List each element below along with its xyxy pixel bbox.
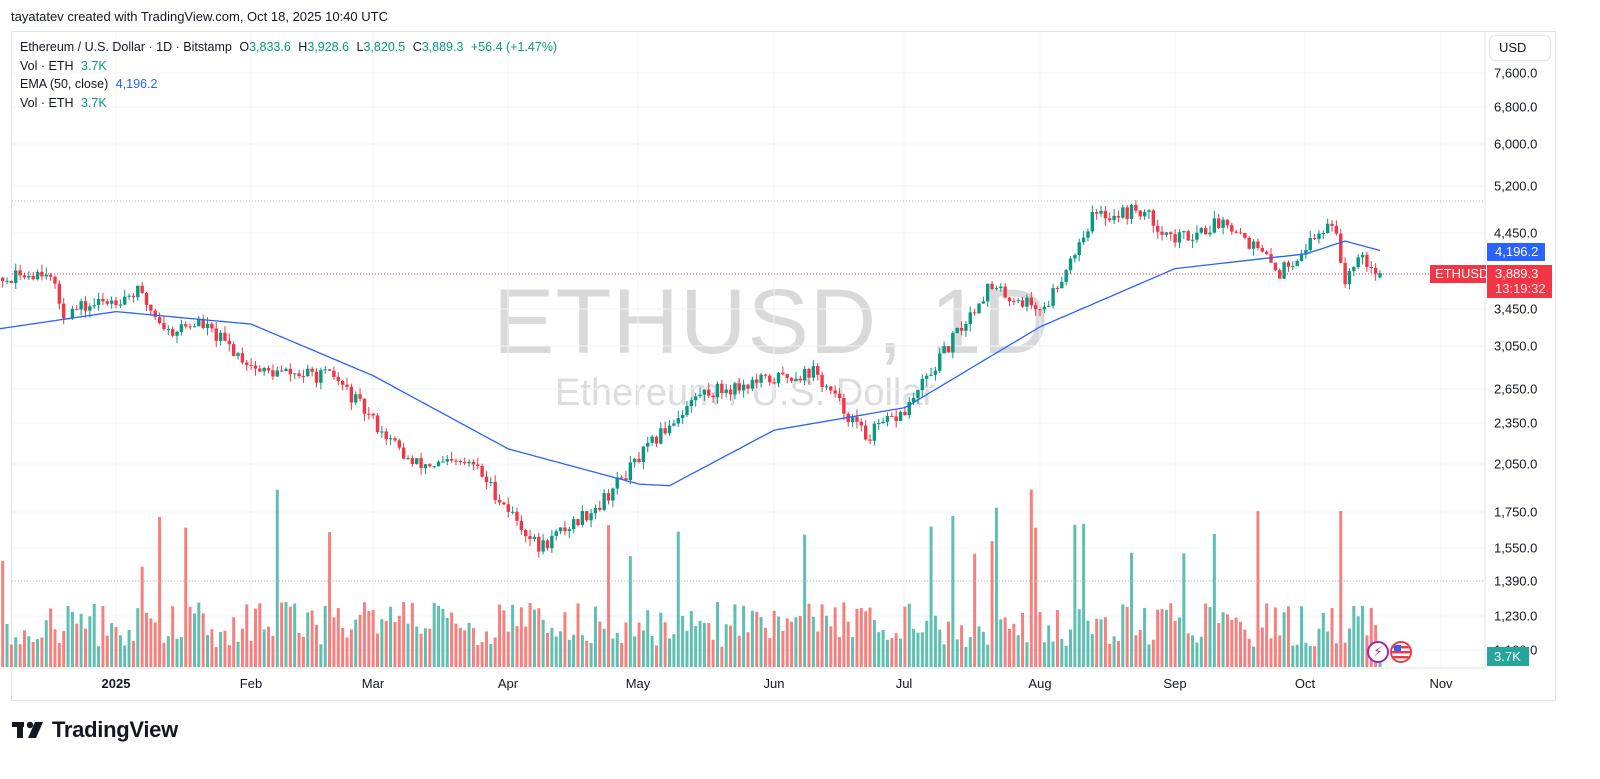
price-axis-label: 2,650.0 (1494, 381, 1538, 397)
price-axis-label: 4,450.0 (1494, 225, 1538, 241)
last-price-tag: 3,889.3 13:19:32 (1487, 265, 1552, 298)
time-axis-label: Sep (1163, 676, 1187, 691)
time-axis-label: May (625, 676, 651, 691)
time-axis-label: 2025 (101, 676, 131, 691)
price-axis-label: 3,450.0 (1494, 301, 1538, 317)
high-label: H (298, 40, 308, 54)
tradingview-logo[interactable]: TradingView (12, 717, 178, 743)
ema-price-tag: 4,196.2 (1487, 243, 1545, 261)
candles (0, 200, 1382, 558)
volume2-value: 3.7K (80, 95, 107, 110)
legend-volume-row: Vol · ETH 3.7K (20, 57, 561, 76)
volume-value: 3.7K (80, 58, 107, 73)
legend-ema-row: EMA (50, close) 4,196.2 (20, 75, 561, 94)
currency-button[interactable]: USD (1489, 35, 1551, 61)
symbol-tag: ETHUSD (1430, 265, 1488, 283)
price-axis-label: 6,000.0 (1494, 136, 1538, 152)
chart-credit: tayatatev created with TradingView.com, … (11, 9, 388, 24)
price-axis-label: 6,800.0 (1494, 99, 1538, 115)
time-axis-label: Jun (763, 676, 785, 691)
price-axis-label: 1,550.0 (1494, 540, 1538, 556)
volume-label[interactable]: Vol · ETH (20, 58, 74, 73)
volume2-label[interactable]: Vol · ETH (20, 95, 74, 110)
legend-symbol-row: Ethereum / U.S. Dollar · 1D · Bitstamp O… (20, 38, 561, 57)
price-axis-label: 7,600.0 (1494, 65, 1538, 81)
time-axis-label: Mar (361, 676, 385, 691)
tradingview-logo-text: TradingView (52, 717, 178, 742)
ema-label[interactable]: EMA (50, close) (20, 77, 109, 91)
tradingview-logo-icon (12, 721, 43, 738)
bar-countdown: 13:19:32 (1495, 281, 1546, 296)
low-value: 3,820.5 (363, 40, 406, 54)
change-value: +56.4 (+1.47%) (470, 40, 558, 54)
price-axis-label: 2,350.0 (1494, 415, 1538, 431)
price-axis-label: 1,230.0 (1494, 608, 1538, 624)
low-label: L (356, 40, 364, 54)
time-axis-label: Jul (895, 676, 913, 691)
time-axis-label: Aug (1028, 676, 1052, 691)
time-axis-label: Nov (1429, 676, 1453, 691)
close-value: 3,889.3 (421, 40, 464, 54)
legend-volume2-row: Vol · ETH 3.7K (20, 94, 561, 113)
ema-value: 4,196.2 (115, 77, 158, 91)
chart-frame (11, 31, 1556, 701)
price-axis-label: 5,200.0 (1494, 178, 1538, 194)
volume-tag: 3.7K (1487, 647, 1529, 666)
price-axis-label: 3,050.0 (1494, 338, 1538, 354)
open-value: 3,833.6 (249, 40, 291, 54)
symbol-description[interactable]: Ethereum / U.S. Dollar · 1D · Bitstamp (20, 40, 232, 54)
lightning-event-icon[interactable]: ⚡ (1367, 641, 1389, 663)
open-label: O (239, 40, 250, 54)
price-axis-label: 1,390.0 (1494, 573, 1538, 589)
close-label: C (412, 40, 422, 54)
price-axis-label: 1,750.0 (1494, 504, 1538, 520)
volume-bars (1, 489, 1382, 667)
ema-line (0, 240, 1381, 487)
time-axis-label: Feb (239, 676, 263, 691)
price-axis-label: 2,050.0 (1494, 456, 1538, 472)
us-flag-icon (1392, 643, 1410, 661)
us-flag-event-icon[interactable] (1390, 641, 1412, 663)
time-axis-label: Oct (1294, 676, 1316, 691)
high-value: 3,928.6 (307, 40, 350, 54)
chart-legend: Ethereum / U.S. Dollar · 1D · Bitstamp O… (20, 38, 561, 112)
time-axis-label: Apr (497, 676, 519, 691)
last-price-value: 3,889.3 (1495, 266, 1539, 281)
